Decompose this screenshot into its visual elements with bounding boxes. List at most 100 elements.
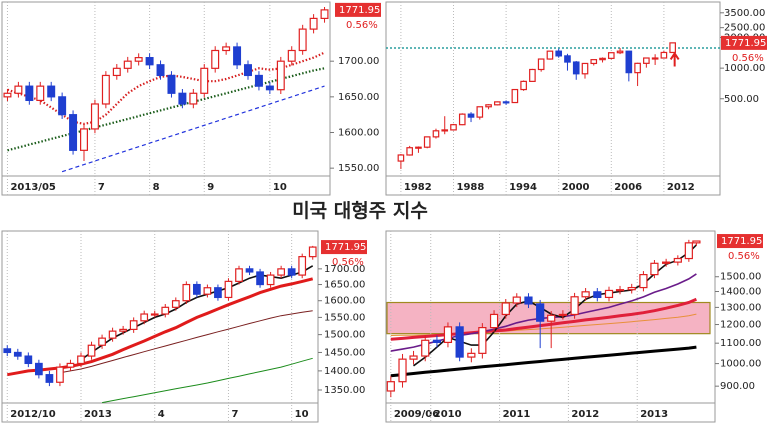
y-tick-label: 1500.00 [720,272,761,283]
candle-body [244,64,252,77]
y-tick-label: 1600.00 [338,128,379,139]
last-value-box [321,240,367,255]
y-tick-label: 1400.00 [720,287,761,298]
candle-body [467,352,476,358]
x-tick-label: 8 [153,182,160,193]
candle-body [178,92,187,105]
candle-body [182,283,191,302]
candle-body [24,355,33,365]
candle-body [397,154,405,162]
candle-body [511,88,519,104]
candle-body [639,274,648,289]
candle-body [590,59,598,65]
y-tick-label: 1350.00 [324,385,365,396]
candle-body [512,296,521,304]
x-tick-label: 2012/10 [10,409,55,420]
x-tick-label: 10 [273,182,287,193]
candle-body [478,326,487,354]
candle-body [669,42,676,54]
x-tick-label: 4 [158,409,165,420]
change-label: 0.56% [732,53,764,64]
candle-body [627,286,636,291]
x-tick-label: 2011 [503,409,531,420]
candle-body [13,351,22,357]
candle-body [524,296,533,305]
y-tick-label: 900.00 [720,381,755,392]
candle-body [546,50,554,60]
candle-body [415,146,422,149]
x-tick-label: 2012 [667,182,695,193]
y-tick-label: 2500.00 [724,23,765,34]
candle-body [254,74,263,87]
candle-body [537,58,545,71]
candle-body [467,113,475,118]
candle-body [421,339,430,357]
line [390,273,697,352]
candle-body [607,52,615,59]
candle-body [443,326,453,344]
candle-body [298,28,307,52]
y-tick-label: 1500.00 [324,330,365,341]
candle-body [287,49,296,62]
candle-body [14,85,23,94]
candle-body [87,344,96,357]
line [7,67,325,152]
y-tick-label: 1200.00 [720,320,761,331]
candle-body [233,46,242,66]
candle-body [69,114,78,151]
candle-body [673,257,682,263]
y-tick-label: 1450.00 [324,347,365,358]
candle-body [593,291,602,299]
y-tick-label: 1100.00 [720,338,761,349]
y-tick-label: 1400.00 [324,366,365,377]
last-value-box [335,2,381,17]
candle-body [625,50,633,74]
candle-body [485,104,492,108]
candle-body [555,50,563,57]
candle-body [25,85,34,102]
x-tick-label: 2012 [571,409,599,420]
candle-body [564,55,571,63]
candle-body [476,106,484,118]
y-tick-label: 1000.00 [724,63,765,74]
y-tick-label: 500.00 [724,94,759,105]
candle-body [98,337,106,346]
candle-body [3,348,12,354]
candle-body [529,68,536,82]
x-tick-label: 2000 [562,182,590,193]
candle-body [123,60,132,69]
candle-body [558,313,567,317]
candle-body [386,381,395,392]
plot-area [385,1,721,177]
candle-body [90,103,99,130]
candle-body [398,358,407,383]
line [102,357,313,404]
line [390,297,697,341]
candle-body [224,280,233,299]
candle-body [112,67,121,77]
candle-body [692,240,701,244]
candle-body [423,136,431,148]
candle-body [643,57,650,64]
candle-body [214,287,222,299]
candle-body [140,313,149,322]
y-tick-label: 1550.00 [338,163,379,174]
candle-body [203,287,212,295]
candle-body [3,92,12,98]
y-tick-label: 1300.00 [720,302,761,313]
arrow [669,51,680,67]
candle-body [458,113,466,126]
candle-body [320,9,329,20]
plot-area [1,1,331,177]
candle-body [45,374,54,383]
candle-body [489,313,499,329]
x-tick-label: 2010 [434,409,462,420]
x-tick-label: 7 [98,182,105,193]
candle-body [108,330,117,339]
x-tick-label: 2013 [84,409,112,420]
candle-body [520,80,527,91]
y-tick-label: 1600.00 [324,296,365,307]
x-tick-label: 1982 [404,182,432,193]
